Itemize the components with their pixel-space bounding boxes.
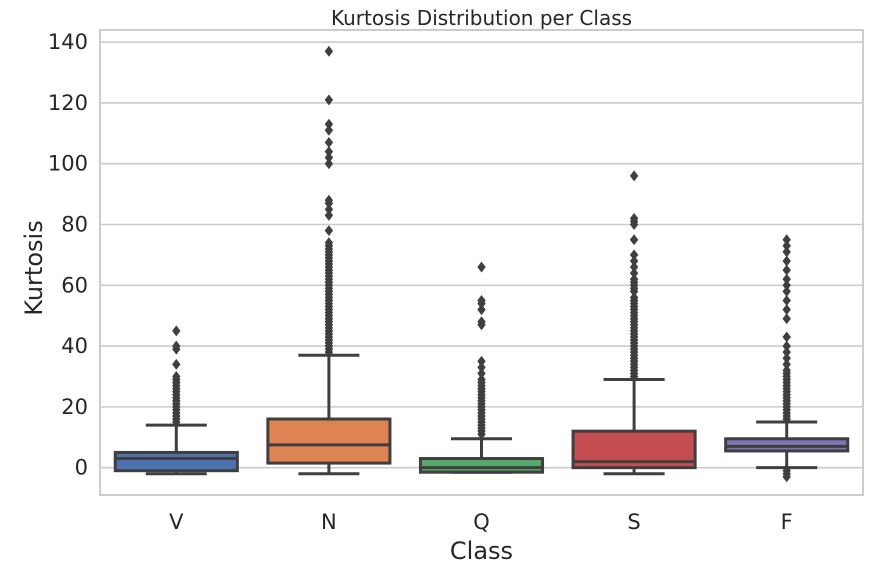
outlier-point [324,118,334,130]
outlier-point [324,152,334,164]
outlier-point [324,94,334,106]
outlier-point [629,261,639,273]
outlier-point [782,358,791,370]
outlier-point [324,146,334,158]
box-N [266,45,392,476]
x-tick-label: F [781,510,793,534]
x-tick-label: V [169,510,184,534]
y-tick-label: 20 [61,395,88,419]
outlier-point [324,158,334,170]
outlier-point [477,295,486,306]
outlier-point [324,124,334,136]
outlier-point [782,352,791,364]
outlier-point [172,340,181,352]
outlier-point [782,255,791,267]
outlier-point [324,203,334,215]
y-tick-label: 100 [48,152,88,176]
outlier-point [629,273,639,285]
outlier-point [324,194,334,206]
outlier-point [782,364,791,376]
x-axis-label: Class [449,537,514,565]
outlier-point [477,355,486,367]
outlier-point [477,304,486,316]
outlier-point [629,291,639,303]
outlier-point [782,313,791,325]
y-tick-label: 120 [48,91,88,115]
outlier-point [782,273,791,285]
outlier-point [172,371,181,382]
iqr-box [266,417,392,465]
outlier-point [782,295,791,306]
outlier-point [324,237,334,249]
box-V [113,325,239,476]
y-tick-label: 80 [61,213,88,237]
outlier-point [477,367,486,379]
box-S [571,170,697,476]
x-tick-label: Q [473,510,490,534]
outlier-point [477,374,486,385]
x-tick-label: N [321,510,337,534]
outlier-point [477,261,486,273]
plot-frame [99,29,864,496]
outlier-point [782,246,791,258]
outlier-point [629,212,639,224]
outlier-point [172,358,181,370]
outlier-point [324,45,334,57]
outlier-point [629,267,639,279]
outlier-point [324,136,334,148]
outlier-point [477,361,486,373]
chart-title: Kurtosis Distribution per Class [330,6,633,30]
x-tick-label: S [627,510,640,534]
box-Q [418,261,545,474]
outlier-point [782,240,791,252]
y-tick-label: 60 [61,273,88,297]
outlier-point [782,331,791,343]
outlier-point [782,285,791,297]
outlier-point [782,264,791,276]
outlier-point [324,225,334,237]
y-tick-label: 0 [75,456,88,480]
iqr-box [724,437,850,453]
y-tick-label: 40 [61,334,88,358]
outlier-point [477,316,486,328]
box-F [724,234,850,483]
outlier-point [629,255,639,267]
outlier-point [782,465,791,477]
outlier-point [782,279,791,291]
iqr-box [113,450,239,473]
outlier-point [782,304,791,316]
outlier-point [782,234,791,246]
outlier-point [324,209,334,221]
outlier-point [629,170,639,182]
outlier-point [629,234,639,246]
iqr-box [418,457,545,474]
outlier-point [782,346,791,358]
outlier-point [629,249,639,261]
outlier-point [172,325,181,337]
y-tick-label: 140 [48,30,88,54]
outlier-point [782,340,791,352]
